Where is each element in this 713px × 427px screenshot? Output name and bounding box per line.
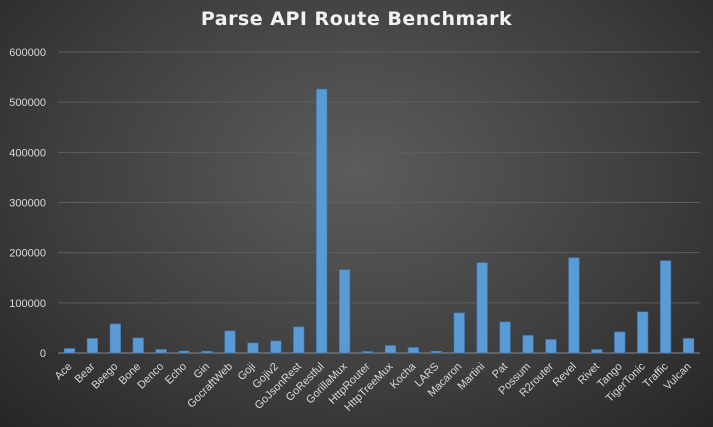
bar-gin <box>201 350 213 354</box>
bar-echo <box>178 350 190 354</box>
bar-rivet <box>591 349 603 354</box>
y-tick-label: 0 <box>40 348 46 360</box>
bar-tigertonic <box>637 311 649 354</box>
y-tick-label: 100000 <box>9 298 46 310</box>
bar-ace <box>63 348 76 354</box>
bar-macaron <box>453 312 465 354</box>
y-axis-tick-labels: 0 100000 200000 300000 400000 500000 600000 <box>9 47 46 360</box>
bar-httptreemux <box>384 345 397 354</box>
x-tick-label: Denco <box>135 361 166 392</box>
bar-traffic <box>660 260 672 354</box>
bar-bear <box>86 338 98 354</box>
y-tick-label: 200000 <box>9 248 46 260</box>
y-tick-label: 300000 <box>9 198 46 210</box>
y-tick-label: 500000 <box>9 97 46 109</box>
bar-vulcan <box>682 338 695 354</box>
x-tick-label: Echo <box>163 361 189 387</box>
x-tick-label: Kocha <box>388 360 419 391</box>
bar-gojsonrest <box>293 326 305 354</box>
bar-possum <box>522 335 534 354</box>
bar-martini <box>476 262 488 354</box>
y-tick-label: 400000 <box>9 147 46 159</box>
bars <box>63 88 695 354</box>
bar-beego <box>109 323 121 354</box>
bar-r2router <box>545 339 557 354</box>
x-tick-label: Revel <box>551 361 579 389</box>
bar-httprouter <box>361 351 374 354</box>
y-tick-label: 600000 <box>9 47 46 59</box>
bar-denco <box>155 349 167 354</box>
chart-title: Parse API Route Benchmark <box>200 8 513 30</box>
bar-bone <box>132 337 144 354</box>
bar-pat <box>499 321 511 354</box>
bar-gocraftweb <box>224 330 236 354</box>
x-tick-label: Beego <box>89 361 120 392</box>
bar-gojiv2 <box>270 340 282 354</box>
bar-goji <box>247 342 259 354</box>
bar-gorestful <box>316 88 328 354</box>
bar-tango <box>614 331 626 354</box>
bar-lars <box>430 350 442 354</box>
bar-revel <box>568 257 580 354</box>
x-tick-label: Ace <box>53 361 75 383</box>
bar-kocha <box>407 347 419 354</box>
gridlines <box>58 51 700 354</box>
bar-gorillamux <box>339 269 351 354</box>
